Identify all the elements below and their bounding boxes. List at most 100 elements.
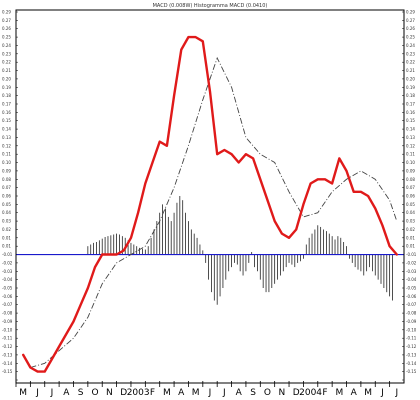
right-y-axis: 0.29 0.27 0.26 0.25 0.24 0.23 0.22 0.21 0.20 0.19…	[402, 10, 417, 381]
y-tick-label-right: 0.04	[406, 210, 415, 215]
y-tick-label-left: 0.01	[2, 235, 11, 240]
y-tick-label-left: 0.19	[2, 85, 11, 90]
y-tick-label-left: 0.15	[2, 118, 11, 123]
y-tick-label-left: -0.11	[2, 336, 13, 341]
y-tick-label-right: -0.09	[406, 319, 417, 324]
y-tick-label-left: 0.07	[2, 185, 11, 190]
x-tick-label: 2004	[299, 388, 322, 398]
y-tick-label-right: 0.17	[406, 102, 415, 107]
y-tick-label-right: 0.02	[406, 227, 415, 232]
y-tick-label-left: 0.17	[2, 102, 11, 107]
plot-frame	[15, 9, 405, 384]
x-axis: M J J A S O N D 2003 F M A M J J A S O N D 2004 F M A M J J	[15, 381, 398, 398]
x-tick-label: F	[150, 388, 155, 398]
y-tick-label-left: -0.13	[2, 352, 13, 357]
x-tick-label: O	[91, 388, 98, 398]
y-tick-label-right: 0.25	[406, 35, 415, 40]
y-tick-label-right: -0.06	[406, 294, 417, 299]
x-tick-label: J	[35, 388, 39, 398]
y-tick-label-right: 0.01	[406, 235, 415, 240]
y-tick-label-right: 0.01	[406, 244, 415, 249]
x-tick-label: F	[322, 388, 327, 398]
y-tick-label-right: 0.29	[406, 10, 415, 15]
y-tick-label-right: -0.03	[406, 269, 417, 274]
x-tick-label: A	[63, 388, 70, 398]
y-tick-label-left: -0.09	[2, 319, 13, 324]
y-tick-label-left: 0.22	[2, 60, 11, 65]
y-tick-label-right: 0.03	[406, 219, 415, 224]
y-tick-label-right: 0.06	[406, 194, 415, 199]
y-tick-label-left: 0.08	[2, 177, 11, 182]
x-tick-label: S	[78, 388, 84, 398]
y-tick-label-left: 0.06	[2, 194, 11, 199]
x-tick-label: J	[50, 388, 54, 398]
y-tick-label-left: 0.16	[2, 110, 11, 115]
y-tick-label-left: -0.12	[2, 344, 13, 349]
y-tick-label-right: -0.04	[406, 277, 417, 282]
y-tick-label-right: 0.14	[406, 127, 415, 132]
y-tick-label-left: 0.12	[2, 143, 11, 148]
y-tick-label-right: 0.22	[406, 60, 415, 65]
y-tick-label-right: -0.14	[406, 361, 417, 366]
x-tick-label: M	[192, 388, 200, 398]
y-tick-label-right: 0.21	[406, 68, 415, 73]
x-tick-label: M	[19, 388, 27, 398]
y-tick-label-left: -0.14	[2, 361, 13, 366]
x-tick-label: J	[394, 388, 398, 398]
y-tick-label-right: -0.05	[406, 286, 417, 291]
y-tick-label-right: 0.16	[406, 110, 415, 115]
y-tick-label-left: -0.07	[2, 302, 13, 307]
x-tick-label: M	[163, 388, 171, 398]
y-tick-label-right: -0.01	[406, 252, 417, 257]
y-tick-label-left: 0.04	[2, 210, 11, 215]
x-tick-label: J	[208, 388, 212, 398]
y-tick-label-right: -0.13	[406, 352, 417, 357]
y-tick-label-left: -0.01	[2, 252, 13, 257]
y-tick-label-right: 0.27	[406, 18, 415, 23]
x-tick-label: M	[364, 388, 372, 398]
y-tick-label-left: 0.14	[2, 127, 11, 132]
y-tick-label-left: -0.06	[2, 294, 13, 299]
x-tick-label: J	[222, 388, 226, 398]
y-tick-label-left: -0.10	[2, 327, 13, 332]
macd-line	[22, 35, 398, 373]
y-tick-label-left: 0.05	[2, 202, 11, 207]
y-tick-label-left: -0.08	[2, 311, 13, 316]
y-tick-label-right: 0.12	[406, 143, 415, 148]
x-tick-label: O	[264, 388, 271, 398]
y-tick-label-left: 0.21	[2, 68, 11, 73]
y-tick-label-right: -0.08	[406, 311, 417, 316]
y-tick-label-right: -0.12	[406, 344, 417, 349]
y-tick-label-left: 0.01	[2, 244, 11, 249]
y-tick-label-right: 0.10	[406, 160, 415, 165]
y-tick-label-right: -0.15	[406, 369, 417, 374]
y-tick-label-left: -0.02	[2, 260, 13, 265]
x-tick-label: A	[351, 388, 358, 398]
x-tick-label: J	[380, 388, 384, 398]
y-tick-label-left: -0.04	[2, 277, 13, 282]
y-tick-label-left: -0.03	[2, 269, 13, 274]
y-tick-label-left: -0.05	[2, 286, 13, 291]
x-tick-label: A	[236, 388, 243, 398]
y-tick-label-right: 0.15	[406, 118, 415, 123]
y-tick-label-left: 0.11	[2, 152, 11, 157]
y-tick-label-right: 0.24	[406, 43, 415, 48]
x-tick-label: D	[120, 388, 127, 398]
y-tick-label-left: 0.09	[2, 168, 11, 173]
y-tick-label-left: -0.15	[2, 369, 13, 374]
x-tick-label: M	[335, 388, 343, 398]
y-tick-label-left: 0.03	[2, 219, 11, 224]
y-tick-label-right: 0.05	[406, 202, 415, 207]
y-tick-label-left: 0.27	[2, 18, 11, 23]
y-tick-label-right: -0.10	[406, 327, 417, 332]
chart-title: MACD (0.008W) Histogramma MACD (0.0410)	[153, 3, 268, 9]
y-tick-label-right: 0.11	[406, 152, 415, 157]
y-tick-label-right: 0.26	[406, 26, 415, 31]
y-tick-label-left: 0.20	[2, 76, 11, 81]
y-tick-label-right: 0.09	[406, 168, 415, 173]
y-tick-label-left: 0.02	[2, 227, 11, 232]
y-tick-label-right: 0.18	[406, 93, 415, 98]
y-tick-label-right: 0.13	[406, 135, 415, 140]
y-tick-label-right: 0.08	[406, 177, 415, 182]
